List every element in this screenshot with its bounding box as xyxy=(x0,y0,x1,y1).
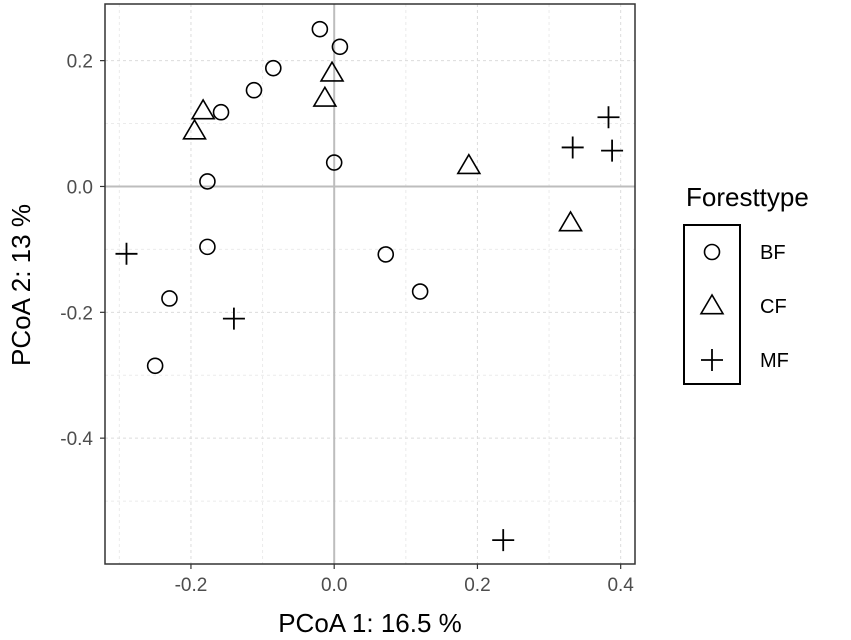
point-bf xyxy=(161,290,178,307)
point-bf xyxy=(377,246,395,263)
point-bf xyxy=(212,103,230,121)
point-bf xyxy=(245,81,263,99)
x-tick-label: -0.2 xyxy=(175,575,208,596)
legend: Foresttype BF CF MF xyxy=(683,182,809,385)
legend-key-cf xyxy=(699,293,725,315)
point-bf xyxy=(411,283,429,300)
legend-label-bf: BF xyxy=(760,242,786,264)
x-axis-title: PCoA 1: 16.5 % xyxy=(278,608,462,638)
point-mf xyxy=(222,307,245,330)
x-tick-label: 0.2 xyxy=(464,575,490,596)
plot-area xyxy=(105,4,635,564)
point-bf xyxy=(331,38,349,56)
point-mf xyxy=(115,242,138,265)
point-mf xyxy=(601,139,624,162)
y-tick-label: 0.0 xyxy=(67,177,93,198)
x-tick-label: 0.0 xyxy=(321,575,347,596)
point-bf xyxy=(265,59,282,77)
point-cf xyxy=(319,60,345,82)
y-tick-label: 0.2 xyxy=(67,52,93,73)
legend-keys: BF CF MF xyxy=(699,242,789,372)
point-bf xyxy=(325,154,343,171)
legend-label-mf: MF xyxy=(760,350,789,372)
point-mf xyxy=(492,529,515,552)
point-cf xyxy=(190,98,216,120)
point-cf xyxy=(312,85,338,107)
plot-panel-border xyxy=(104,3,636,565)
point-mf xyxy=(597,106,620,129)
y-axis-title: PCoA 2: 13 % xyxy=(6,204,36,366)
legend-title: Foresttype xyxy=(686,182,809,212)
axis-ticks: -0.2 0.0 0.2 0.4 -0.4 -0.2 0.0 0.2 xyxy=(60,52,634,596)
y-tick-label: -0.4 xyxy=(60,429,93,450)
legend-label-cf: CF xyxy=(760,296,787,318)
data-points xyxy=(115,20,624,552)
point-bf xyxy=(199,238,216,256)
point-bf xyxy=(311,20,329,38)
point-bf xyxy=(146,357,164,375)
point-mf xyxy=(561,136,584,159)
legend-key-mf xyxy=(701,349,723,371)
x-tick-label: 0.4 xyxy=(607,575,634,596)
plot-background xyxy=(105,4,635,564)
point-cf xyxy=(558,210,583,232)
point-cf xyxy=(182,118,207,140)
y-tick-label: -0.2 xyxy=(60,303,93,324)
legend-key-bf xyxy=(703,243,721,261)
point-cf xyxy=(456,153,482,175)
point-bf xyxy=(199,173,216,190)
